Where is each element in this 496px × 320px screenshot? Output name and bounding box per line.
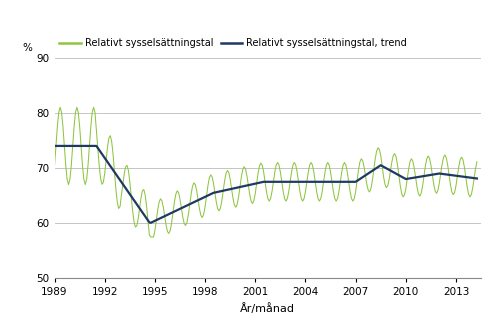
- Legend: Relativt sysselsättningstal, Relativt sysselsättningstal, trend: Relativt sysselsättningstal, Relativt sy…: [60, 38, 407, 48]
- X-axis label: År/månad: År/månad: [241, 303, 295, 314]
- Text: %: %: [23, 43, 32, 53]
